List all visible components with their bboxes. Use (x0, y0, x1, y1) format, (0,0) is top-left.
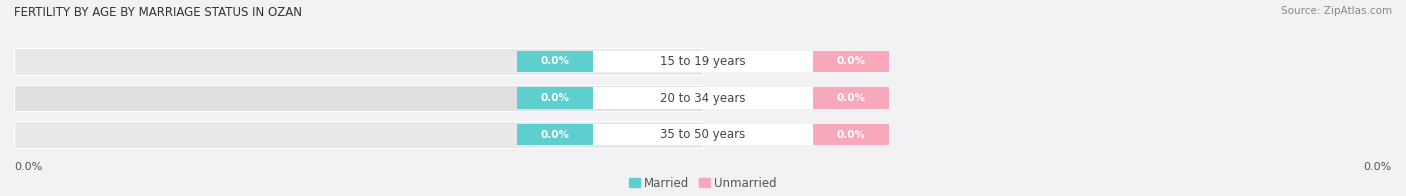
Bar (14, 121, 703, 148)
Text: FERTILITY BY AGE BY MARRIAGE STATUS IN OZAN: FERTILITY BY AGE BY MARRIAGE STATUS IN O… (14, 6, 302, 19)
Bar (14, 85, 703, 111)
Text: 0.0%: 0.0% (837, 93, 866, 103)
Text: 0.0%: 0.0% (540, 130, 569, 140)
Bar (813, 124, 889, 145)
Text: 0.0%: 0.0% (14, 162, 42, 172)
Text: 0.0%: 0.0% (1364, 162, 1392, 172)
Legend: Married, Unmarried: Married, Unmarried (624, 172, 782, 194)
Text: 0.0%: 0.0% (837, 56, 866, 66)
Text: 0.0%: 0.0% (540, 93, 569, 103)
Text: 0.0%: 0.0% (837, 130, 866, 140)
Text: 20 to 34 years: 20 to 34 years (661, 92, 745, 104)
Bar (14, 48, 703, 75)
Bar (593, 124, 813, 145)
Text: 0.0%: 0.0% (540, 56, 569, 66)
Bar (517, 87, 593, 109)
Text: Source: ZipAtlas.com: Source: ZipAtlas.com (1281, 6, 1392, 16)
Bar (517, 51, 593, 72)
Bar (593, 51, 813, 72)
Text: 15 to 19 years: 15 to 19 years (661, 55, 745, 68)
Bar (813, 87, 889, 109)
Bar (517, 124, 593, 145)
Text: 35 to 50 years: 35 to 50 years (661, 128, 745, 141)
Bar (813, 51, 889, 72)
Bar (593, 87, 813, 109)
